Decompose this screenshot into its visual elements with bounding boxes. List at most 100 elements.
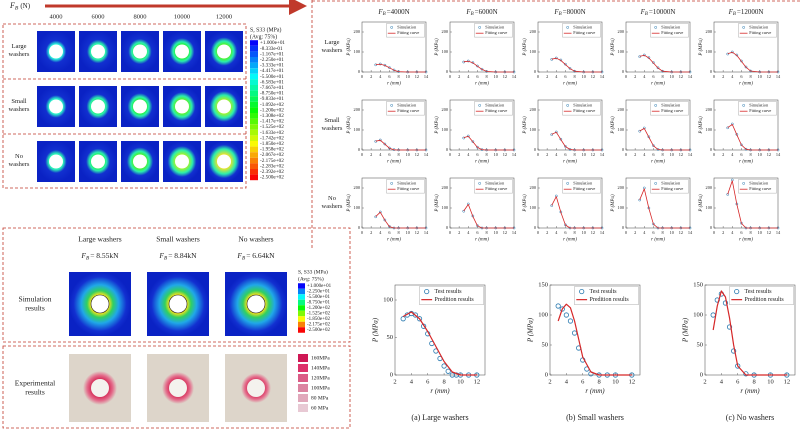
x-tick-label: 10 xyxy=(758,74,762,79)
data-point xyxy=(564,62,567,66)
colorbar-label: -2.175e+02 xyxy=(260,158,284,164)
colorbar-swatch xyxy=(298,310,305,317)
data-point xyxy=(638,129,642,133)
colorbar-label: +1.000e+01 xyxy=(307,284,332,289)
legend-label: Predition results xyxy=(745,297,785,303)
legend-label: Fitting curve xyxy=(397,30,419,35)
data-point xyxy=(388,146,391,150)
x-axis-label: r (mm) xyxy=(651,160,665,165)
colorbar-swatch xyxy=(250,163,258,169)
bolt-hole xyxy=(175,154,189,169)
x-tick-label: 4 xyxy=(643,230,646,235)
legend-marker xyxy=(579,288,585,295)
y-tick-label: 100 xyxy=(383,296,393,303)
x-axis-label: r (mm) xyxy=(563,238,577,243)
y-tick-label: 100 xyxy=(530,49,536,54)
legend-marker xyxy=(742,182,746,185)
legend-box xyxy=(650,179,689,194)
y-tick-label: 0 xyxy=(545,371,548,378)
y-tick-label: 200 xyxy=(354,29,360,34)
y-axis-label: P (MPa) xyxy=(435,38,440,57)
data-point xyxy=(441,363,447,369)
y-axis-label: P (MPa) xyxy=(523,194,528,213)
legend-label: Simulation xyxy=(661,102,681,107)
x-tick-label: 14 xyxy=(600,74,605,79)
y-tick-label: 100 xyxy=(538,311,548,318)
legend-title: S, S33 (MPa) xyxy=(298,268,328,275)
row-label-line: No xyxy=(328,196,336,203)
data-point xyxy=(383,142,387,146)
colorbar-swatch xyxy=(250,107,258,113)
x-tick-label: 8 xyxy=(442,378,445,385)
x-tick-label: 10 xyxy=(758,230,762,235)
x-tick-label: 12 xyxy=(767,152,771,157)
row-label-line: Experimental xyxy=(15,378,55,387)
x-tick-label: 2 xyxy=(722,230,724,235)
legend-label: Fitting curve xyxy=(661,186,683,191)
legend-label: Simulation xyxy=(397,180,417,185)
force-label: FB= 6.64kN xyxy=(236,251,275,262)
force-label: FB=8000N xyxy=(553,8,585,18)
y-tick-label: 200 xyxy=(442,29,448,34)
x-tick-label: 6 xyxy=(740,152,743,157)
colorbar-label: -1.200e+02 xyxy=(260,107,284,113)
force-subscript: B xyxy=(242,255,246,261)
y-tick-label: 200 xyxy=(442,107,448,112)
y-tick-label: 100 xyxy=(354,49,360,54)
x-tick-label: 2 xyxy=(548,378,551,385)
bolt-hole xyxy=(133,154,147,169)
y-tick-label: 0 xyxy=(534,225,536,230)
x-tick-label: 6 xyxy=(476,152,479,157)
y-axis-label: P (MPa) xyxy=(611,194,616,213)
x-tick-label: 4 xyxy=(643,74,646,79)
row-label-line: results xyxy=(25,303,45,312)
colorbar-swatch xyxy=(298,283,305,289)
bolt-hole xyxy=(217,154,231,169)
data-point xyxy=(476,64,479,68)
legend-box xyxy=(562,101,601,116)
x-tick-label: 6 xyxy=(564,152,567,157)
colorbar-swatch xyxy=(250,96,258,102)
data-point xyxy=(462,209,466,213)
x-tick-label: 0 xyxy=(625,152,627,157)
y-tick-label: 200 xyxy=(530,107,536,112)
y-tick-label: 100 xyxy=(706,127,712,132)
y-axis-label: P (MPa) xyxy=(699,116,704,135)
bolt-hole xyxy=(175,44,189,59)
x-tick-label: 10 xyxy=(457,378,464,385)
legend-marker xyxy=(390,104,394,107)
row-label-line: No xyxy=(15,154,23,161)
x-tick-label: 14 xyxy=(776,74,781,79)
data-point xyxy=(568,67,572,70)
data-point xyxy=(656,66,660,70)
x-tick-label: 12 xyxy=(591,230,595,235)
y-axis-label: P (MPa) xyxy=(435,194,440,213)
colorbar-label: -1.633e+02 xyxy=(260,130,284,136)
x-axis-label: r (mm) xyxy=(563,160,577,165)
colorbar-swatch xyxy=(250,79,258,85)
colorbar-swatch xyxy=(250,118,258,125)
x-tick-label: 4 xyxy=(379,74,382,79)
fit-line xyxy=(375,211,426,229)
data-point xyxy=(722,300,729,306)
fit-line xyxy=(402,311,477,376)
x-tick-label: 8 xyxy=(749,230,751,235)
colorbar-label: -1.167e+01 xyxy=(260,51,284,57)
x-tick-label: 2 xyxy=(370,152,372,157)
data-point xyxy=(412,312,419,318)
legend-box xyxy=(650,101,689,116)
x-tick-label: 8 xyxy=(573,230,575,235)
legend-label: Simulation xyxy=(485,102,505,107)
x-tick-label: 0 xyxy=(449,152,451,157)
x-tick-label: 2 xyxy=(722,74,724,79)
legend-marker xyxy=(566,182,570,185)
force-value: = 8.55kN xyxy=(90,251,119,260)
x-tick-label: 2 xyxy=(370,74,372,79)
data-point xyxy=(462,136,466,140)
x-tick-label: 8 xyxy=(573,152,575,157)
data-point xyxy=(554,130,558,134)
y-tick-label: 200 xyxy=(706,185,712,190)
data-point xyxy=(374,140,378,143)
y-tick-label: 0 xyxy=(622,69,624,74)
